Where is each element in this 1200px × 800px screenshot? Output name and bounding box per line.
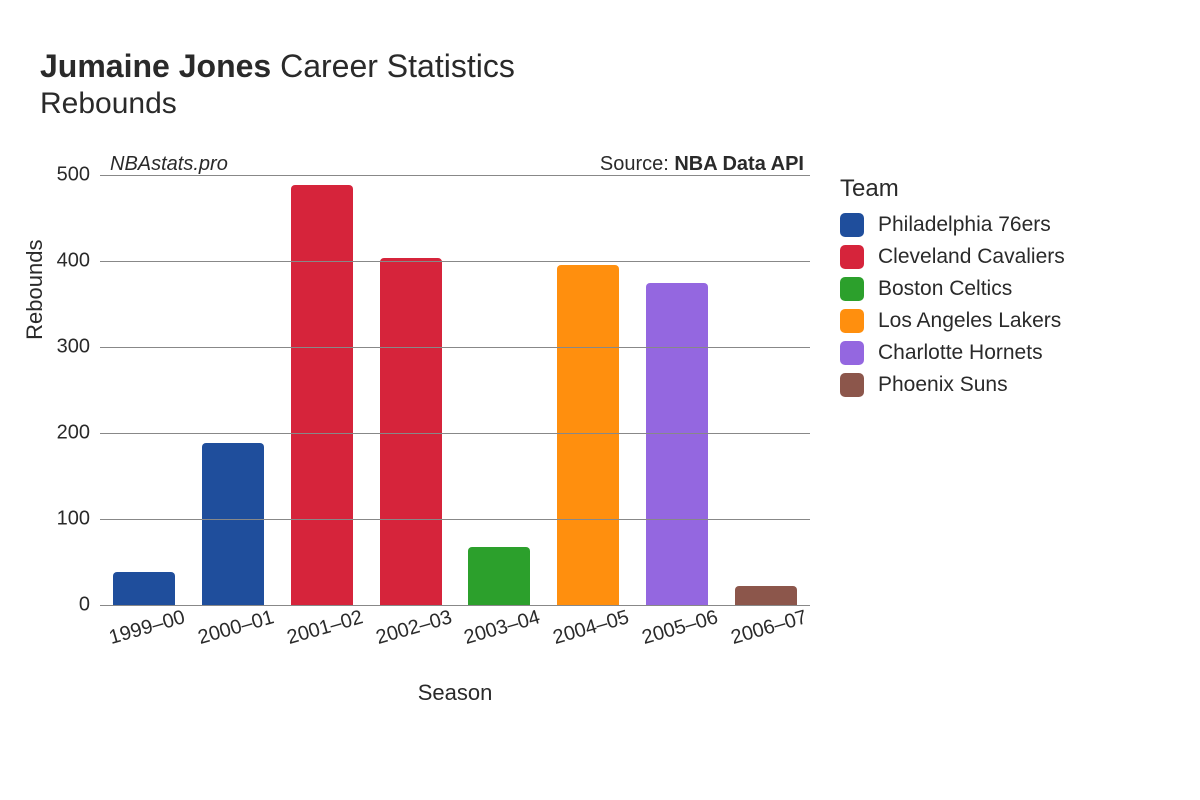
- ytick-label: 500: [40, 164, 100, 187]
- legend-label: Boston Celtics: [878, 277, 1012, 301]
- bar: [113, 572, 175, 605]
- legend: Team Philadelphia 76ers Cleveland Cavalie…: [840, 175, 1065, 405]
- legend-swatch: [840, 245, 864, 269]
- xtick-label: 1999–00: [107, 606, 188, 650]
- legend-swatch: [840, 373, 864, 397]
- xtick-label: 2002–03: [373, 606, 454, 650]
- legend-swatch: [840, 213, 864, 237]
- ytick-label: 300: [40, 336, 100, 359]
- legend-items: Philadelphia 76ers Cleveland Cavaliers Bos…: [840, 213, 1065, 397]
- chart-subtitle: Rebounds: [40, 87, 1160, 121]
- bar: [468, 547, 530, 605]
- bar: [735, 586, 797, 605]
- watermark-text: NBAstats.pro: [110, 153, 228, 176]
- ytick-label: 100: [40, 508, 100, 531]
- source-text: Source: NBA Data API: [600, 153, 804, 176]
- x-axis-label: Season: [100, 680, 810, 706]
- legend-item: Cleveland Cavaliers: [840, 245, 1065, 269]
- gridline: [100, 519, 810, 520]
- legend-item: Charlotte Hornets: [840, 341, 1065, 365]
- chart-container: Jumaine Jones Career Statistics Rebounds: [40, 48, 1160, 121]
- legend-swatch: [840, 341, 864, 365]
- ytick-label: 0: [40, 594, 100, 617]
- title-rest: Career Statistics: [280, 48, 515, 84]
- bar: [380, 258, 442, 605]
- legend-item: Los Angeles Lakers: [840, 309, 1065, 333]
- legend-label: Phoenix Suns: [878, 373, 1008, 397]
- legend-label: Los Angeles Lakers: [878, 309, 1061, 333]
- bar: [202, 443, 264, 605]
- legend-label: Philadelphia 76ers: [878, 213, 1051, 237]
- bars-group: [100, 175, 810, 605]
- source-name: NBA Data API: [674, 153, 804, 175]
- legend-label: Charlotte Hornets: [878, 341, 1043, 365]
- legend-item: Boston Celtics: [840, 277, 1065, 301]
- bar: [646, 283, 708, 605]
- bar: [291, 185, 353, 605]
- source-prefix: Source:: [600, 153, 674, 175]
- bar: [557, 265, 619, 605]
- legend-swatch: [840, 277, 864, 301]
- xtick-label: 2003–04: [462, 606, 543, 650]
- ytick-label: 400: [40, 250, 100, 273]
- xtick-label: 2006–07: [728, 606, 809, 650]
- xtick-label: 2005–06: [639, 606, 720, 650]
- xtick-label: 2004–05: [551, 606, 632, 650]
- legend-title: Team: [840, 175, 1065, 203]
- legend-label: Cleveland Cavaliers: [878, 245, 1065, 269]
- title-bold: Jumaine Jones: [40, 48, 271, 84]
- gridline: [100, 605, 810, 606]
- gridline: [100, 433, 810, 434]
- ytick-label: 200: [40, 422, 100, 445]
- gridline: [100, 347, 810, 348]
- legend-item: Phoenix Suns: [840, 373, 1065, 397]
- gridline: [100, 175, 810, 176]
- chart-title-line1: Jumaine Jones Career Statistics: [40, 48, 1160, 85]
- gridline: [100, 261, 810, 262]
- legend-item: Philadelphia 76ers: [840, 213, 1065, 237]
- xtick-label: 2001–02: [284, 606, 365, 650]
- legend-swatch: [840, 309, 864, 333]
- xtick-label: 2000–01: [196, 606, 277, 650]
- plot-area: NBAstats.pro Source: NBA Data API 010020…: [100, 175, 810, 605]
